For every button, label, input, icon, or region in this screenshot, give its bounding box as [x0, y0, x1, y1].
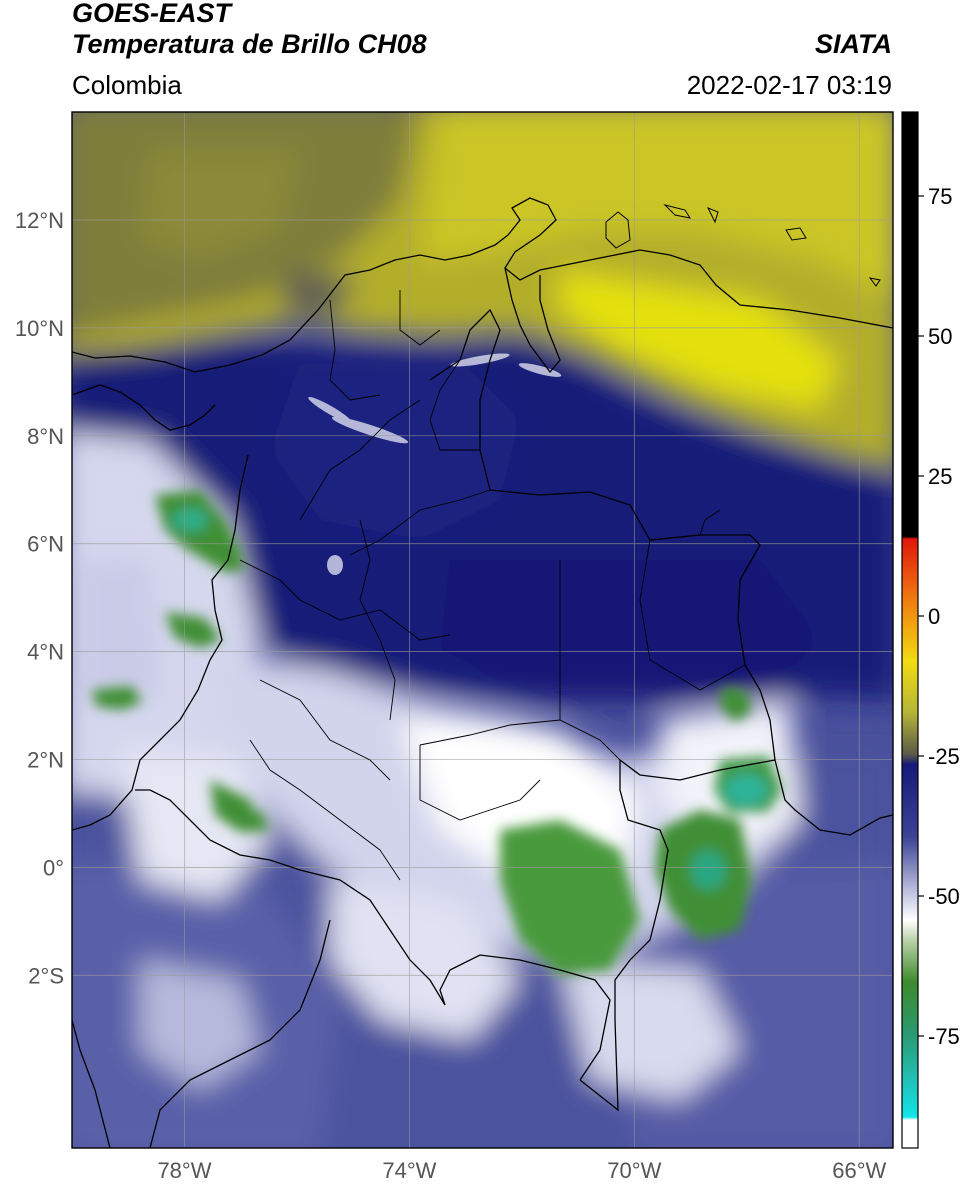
brightness-temperature-image [72, 112, 893, 1148]
lat-tick-label: 2°N [27, 748, 64, 773]
colorbar-tick-label: 50 [928, 324, 952, 349]
colorbar-tick-label: 25 [928, 464, 952, 489]
satellite-title: GOES-EAST [72, 0, 232, 28]
longitude-axis: 78°W 74°W 70°W 66°W [157, 1158, 886, 1183]
agency-label: SIATA [815, 29, 892, 59]
lat-tick-label: 8°N [27, 424, 64, 449]
map-frame [71, 111, 894, 1149]
lon-tick-label: 74°W [382, 1158, 436, 1183]
political-boundaries [72, 197, 893, 1148]
colorbar-scale [901, 111, 919, 1149]
lat-tick-label: 6°N [27, 532, 64, 557]
colorbar-tick-label: -25 [928, 744, 960, 769]
lon-tick-label: 70°W [607, 1158, 661, 1183]
lat-tick-label: 2°S [28, 963, 64, 988]
colorbar-tick-label: -50 [928, 884, 960, 909]
lon-tick-label: 78°W [157, 1158, 211, 1183]
lat-tick-label: 10°N [15, 316, 64, 341]
colorbar-tick-label: 75 [928, 184, 952, 209]
lon-tick-label: 66°W [832, 1158, 886, 1183]
colorbar: 75 50 25 0 -25 -50 -75 [901, 111, 960, 1149]
colorbar-tick-label: -75 [928, 1024, 960, 1049]
lat-tick-label: 4°N [27, 640, 64, 665]
datetime-label: 2022-02-17 03:19 [686, 70, 892, 100]
latitude-axis: 12°N 10°N 8°N 6°N 4°N 2°N 0° 2°S [15, 208, 64, 988]
lat-tick-label: 12°N [15, 208, 64, 233]
lat-tick-label: 0° [43, 855, 64, 880]
map-gridlines [72, 112, 893, 1148]
region-label: Colombia [72, 70, 182, 100]
product-title: Temperatura de Brillo CH08 [72, 29, 427, 59]
colorbar-tick-label: 0 [928, 604, 940, 629]
